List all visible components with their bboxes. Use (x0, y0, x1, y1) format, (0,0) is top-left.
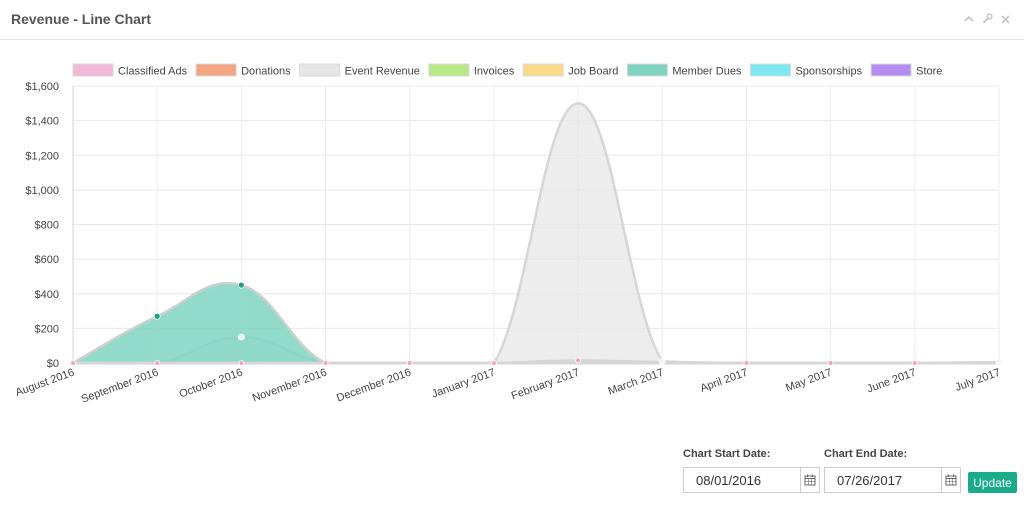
y-tick-label: $1,400 (25, 116, 59, 128)
start-date-group: Chart Start Date: (683, 447, 820, 493)
legend-swatch (195, 63, 237, 77)
legend-label: Donations (241, 66, 291, 78)
x-tick-label: March 2017 (607, 367, 666, 398)
legend-label: Job Board (568, 66, 618, 78)
legend-item: Member Dues (626, 63, 742, 78)
data-point-classified-ads (238, 360, 245, 366)
legend-item: Classified Ads (72, 63, 188, 78)
data-point-event-revenue (995, 358, 1003, 366)
x-tick-label: December 2016 (335, 367, 413, 405)
y-axis: $0 $200 $400 $600 $800 $1,000 $1,200 $1,400 $1,6… (25, 81, 59, 370)
update-button[interactable]: Update (968, 472, 1017, 493)
legend-swatch (72, 63, 114, 77)
data-point-member-dues (237, 281, 245, 289)
y-tick-label: $1,000 (25, 185, 59, 197)
chart-legend: Classified Ads Donations Event Revenue Invo… (72, 63, 942, 78)
legend-item: Donations (195, 63, 291, 78)
y-tick-label: $0 (47, 358, 59, 370)
start-date-box (683, 467, 820, 493)
x-tick-label: September 2016 (80, 367, 161, 406)
legend-label: Sponsorships (795, 66, 862, 78)
y-tick-label: $400 (35, 289, 59, 301)
y-tick-label: $200 (35, 323, 59, 335)
data-point-event-revenue (237, 333, 245, 341)
panel-tools (964, 13, 1010, 27)
data-point-classified-ads (406, 360, 413, 366)
x-tick-label: June 2017 (865, 367, 917, 396)
data-point-classified-ads (154, 360, 161, 366)
chart-areas (72, 102, 1000, 365)
legend-swatch (428, 63, 470, 77)
data-point-member-dues (153, 312, 161, 320)
data-point-classified-ads (575, 357, 581, 364)
legend-swatch (749, 63, 791, 77)
x-tick-label: February 2017 (510, 367, 581, 403)
legend-item: Sponsorships (749, 63, 863, 78)
chevron-up-icon[interactable] (964, 13, 974, 27)
x-tick-label: July 2017 (954, 367, 1002, 394)
panel-title: Revenue - Line Chart (11, 11, 152, 27)
calendar-icon[interactable] (941, 468, 960, 492)
x-axis: August 2016 September 2016 October 2016 Nov… (14, 367, 1002, 406)
x-tick-label: January 2017 (430, 367, 497, 401)
legend-item: Event Revenue (299, 63, 420, 78)
calendar-icon[interactable] (800, 468, 819, 492)
date-range-controls: Chart Start Date: Chart End Date: Update (683, 447, 1023, 497)
data-point-classified-ads (743, 360, 750, 366)
legend-label: Invoices (474, 66, 515, 78)
legend-swatch (299, 63, 341, 77)
panel-header: Revenue - Line Chart (0, 0, 1024, 40)
chart-points (70, 281, 1003, 366)
legend-label: Store (916, 66, 942, 78)
legend-swatch (870, 63, 912, 77)
data-point-classified-ads (911, 360, 918, 366)
close-icon[interactable] (1001, 13, 1010, 27)
y-tick-label: $800 (35, 220, 59, 232)
series-area-member-dues (73, 283, 999, 363)
start-date-input[interactable] (684, 469, 800, 491)
x-tick-label: November 2016 (251, 367, 329, 405)
y-tick-label: $1,600 (25, 81, 59, 93)
legend-label: Member Dues (672, 66, 742, 78)
x-tick-label: April 2017 (699, 367, 750, 395)
y-tick-label: $1,200 (25, 150, 59, 162)
x-tick-label: October 2016 (178, 367, 245, 401)
revenue-line-chart: Classified Ads Donations Event Revenue Invo… (14, 63, 1003, 406)
wrench-icon[interactable] (982, 13, 993, 27)
end-date-label: Chart End Date: (824, 448, 908, 460)
legend-label: Event Revenue (345, 66, 420, 78)
end-date-group: Chart End Date: (824, 447, 961, 493)
legend-label: Classified Ads (118, 66, 188, 78)
legend-item: Invoices (428, 63, 515, 78)
legend-item: Job Board (522, 63, 618, 78)
legend-item: Store (870, 63, 942, 78)
end-date-box (824, 467, 961, 493)
data-point-classified-ads (70, 360, 76, 366)
data-point-classified-ads (491, 360, 497, 366)
data-point-classified-ads (322, 360, 329, 366)
x-tick-label: August 2016 (14, 367, 76, 399)
end-date-input[interactable] (825, 469, 941, 491)
x-tick-label: May 2017 (784, 367, 834, 395)
data-point-event-revenue (658, 357, 666, 365)
legend-swatch (522, 63, 564, 77)
y-tick-label: $600 (35, 254, 59, 266)
series-area-event-revenue (73, 103, 999, 363)
legend-swatch (626, 63, 668, 77)
data-point-classified-ads (827, 360, 834, 366)
start-date-label: Chart Start Date: (683, 448, 771, 460)
